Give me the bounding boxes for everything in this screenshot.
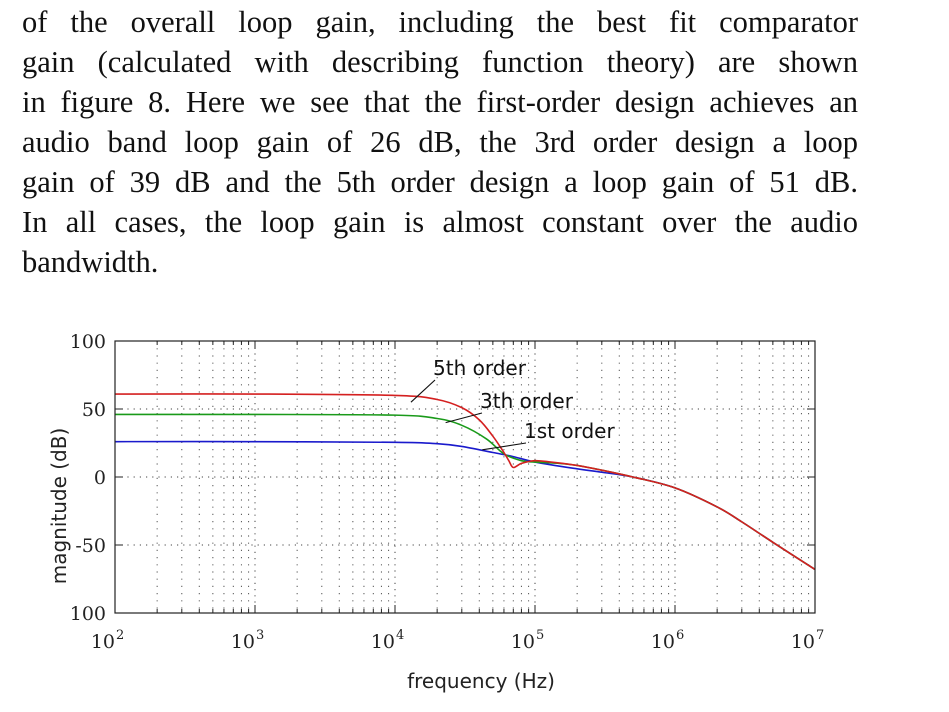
paragraph-line: In all cases, the loop gain is almost co… [22, 205, 858, 239]
paragraph-line: bandwidth. [22, 245, 159, 279]
axis-ticks [114, 340, 815, 614]
svg-text:6: 6 [676, 628, 684, 643]
paragraph-line: in figure 8. Here we see that the first-… [22, 85, 858, 119]
annotation-label: 3th order [480, 389, 574, 413]
series-group [114, 393, 816, 571]
x-tick-label: 10 3 [231, 628, 264, 653]
plot-frame [114, 340, 816, 614]
series-line-3th-order [114, 413, 816, 571]
svg-text:10: 10 [371, 631, 395, 653]
body-paragraph: of the overall loop gain, including the … [22, 2, 858, 282]
annotation-label: 5th order [433, 356, 527, 380]
y-tick-label: 50 [82, 399, 106, 421]
svg-text:7: 7 [816, 628, 824, 643]
grid [115, 341, 815, 613]
svg-text:10: 10 [91, 631, 115, 653]
svg-text:3: 3 [256, 628, 264, 643]
annotation-pointer [445, 412, 483, 424]
x-axis-label: frequency (Hz) [407, 669, 555, 693]
svg-text:2: 2 [116, 628, 124, 643]
svg-text:10: 10 [791, 631, 815, 653]
svg-text:10: 10 [231, 631, 255, 653]
y-tick-label: -50 [75, 535, 106, 557]
loop-gain-figure: 5th order 3th order 1st order 100 50 0 -50… [0, 318, 949, 712]
y-tick-label: 0 [94, 467, 106, 489]
annotation-pointer [410, 379, 436, 403]
svg-text:10: 10 [651, 631, 675, 653]
paragraph-line: gain (calculated with describing functio… [22, 45, 858, 79]
paragraph-line: audio band loop gain of 26 dB, the 3rd o… [22, 125, 858, 159]
paragraph-line: of the overall loop gain, including the … [22, 5, 858, 39]
x-tick-label: 10 4 [371, 628, 404, 653]
y-axis-label: magnitude (dB) [47, 428, 71, 585]
annotations: 5th order 3th order 1st order [410, 356, 615, 451]
annotation-pointer [482, 442, 527, 451]
x-tick-label: 10 6 [651, 628, 684, 653]
series-line-5th-order [114, 393, 816, 571]
y-tick-label: 100 [70, 331, 106, 353]
loop-gain-chart: 5th order 3th order 1st order 100 50 0 -50… [47, 331, 824, 693]
x-tick-label: 10 2 [91, 628, 124, 653]
x-tick-label: 10 7 [791, 628, 824, 653]
y-tick-label: 100 [70, 603, 106, 625]
paragraph-line: gain of 39 dB and the 5th order design a… [22, 165, 858, 199]
annotation-label: 1st order [524, 419, 615, 443]
series-line-1st-order [114, 440, 816, 571]
svg-text:5: 5 [536, 628, 544, 643]
svg-text:10: 10 [511, 631, 535, 653]
x-tick-label: 10 5 [511, 628, 544, 653]
svg-text:4: 4 [396, 628, 404, 643]
